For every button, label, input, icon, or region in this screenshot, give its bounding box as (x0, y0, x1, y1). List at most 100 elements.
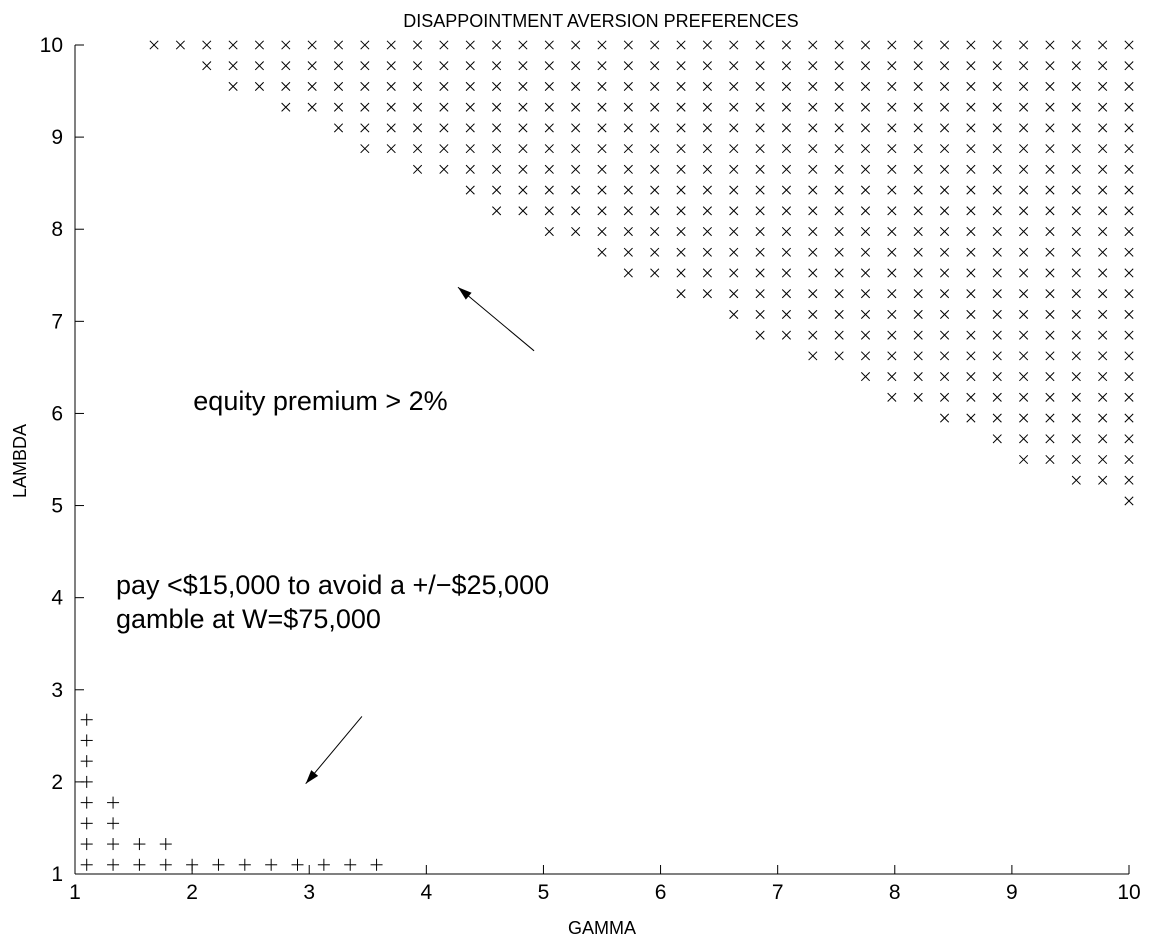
x-marker (412, 61, 423, 71)
x-marker (623, 81, 633, 92)
x-marker (966, 81, 976, 92)
x-marker (939, 289, 950, 299)
x-marker (939, 226, 950, 237)
plus-marker (80, 858, 93, 871)
x-marker (544, 123, 554, 133)
x-marker (360, 102, 370, 112)
x-marker (281, 81, 291, 92)
x-marker (676, 40, 686, 50)
x-marker (544, 81, 554, 92)
annotation-text-pay: gamble at W=$75,000 (116, 604, 381, 634)
x-marker (992, 185, 1002, 195)
x-marker (571, 144, 581, 154)
x-marker (1045, 185, 1055, 195)
x-marker (676, 206, 686, 216)
y-tick-label: 7 (51, 310, 63, 333)
y-tick-label: 3 (51, 679, 63, 702)
x-tick-label: 5 (538, 881, 550, 904)
x-marker (939, 413, 950, 423)
x-marker (781, 226, 792, 237)
x-marker (939, 164, 950, 174)
x-marker (1098, 289, 1108, 299)
x-marker (1045, 454, 1055, 465)
y-tick-label: 2 (51, 771, 63, 794)
x-marker (623, 164, 633, 174)
x-marker (571, 102, 581, 112)
x-marker (439, 81, 449, 92)
x-marker (755, 144, 765, 154)
x-marker (702, 268, 712, 278)
x-marker (887, 392, 897, 402)
x-marker (808, 102, 818, 112)
x-marker (1124, 434, 1134, 444)
x-marker (781, 102, 792, 112)
x-marker (702, 81, 712, 92)
x-marker (992, 268, 1002, 278)
x-marker (966, 164, 976, 174)
x-marker (1045, 289, 1055, 299)
x-marker (1019, 81, 1029, 92)
x-marker (1098, 247, 1108, 257)
x-marker (992, 247, 1002, 257)
x-marker (913, 185, 923, 195)
x-marker (254, 61, 265, 71)
x-marker (939, 40, 950, 50)
x-marker (412, 164, 423, 174)
x-marker (1098, 351, 1108, 361)
x-marker (1071, 351, 1081, 361)
x-marker (992, 413, 1002, 423)
x-axis: 1 2 3 4 5 6 7 8 9 10 GAMMA (69, 865, 1141, 938)
x-marker (254, 81, 265, 92)
x-marker (755, 330, 765, 340)
x-tick-label: 8 (889, 881, 901, 904)
x-marker (465, 40, 475, 50)
markers (80, 40, 1134, 871)
x-marker (676, 226, 686, 237)
x-marker (1019, 392, 1029, 402)
x-marker (992, 392, 1002, 402)
x-tick-label: 6 (655, 881, 667, 904)
x-marker (1124, 61, 1134, 71)
x-marker (781, 330, 792, 340)
x-marker (544, 40, 554, 50)
x-marker (755, 123, 765, 133)
x-marker (992, 330, 1002, 340)
x-marker (175, 40, 185, 50)
x-marker (887, 289, 897, 299)
x-marker (623, 144, 633, 154)
x-marker (1019, 226, 1029, 237)
x-marker (412, 81, 423, 92)
x-marker (1071, 434, 1081, 444)
x-marker (1019, 372, 1029, 382)
x-marker (676, 81, 686, 92)
x-marker (1071, 247, 1081, 257)
x-marker (860, 351, 871, 361)
x-marker (755, 102, 765, 112)
x-marker (966, 123, 976, 133)
x-marker (808, 206, 818, 216)
x-marker (781, 185, 792, 195)
x-marker (992, 226, 1002, 237)
plus-marker (80, 734, 93, 747)
x-marker (202, 40, 212, 50)
x-marker (1124, 40, 1134, 50)
x-marker (913, 61, 923, 71)
x-marker (1124, 392, 1134, 402)
x-marker (1098, 413, 1108, 423)
plus-marker (212, 858, 225, 871)
x-marker (571, 81, 581, 92)
x-marker (834, 144, 844, 154)
x-marker (492, 144, 502, 154)
x-marker (465, 123, 475, 133)
x-marker (228, 81, 238, 92)
x-marker (544, 206, 554, 216)
x-marker (1019, 61, 1029, 71)
x-marker (1045, 330, 1055, 340)
x-marker (939, 206, 950, 216)
x-marker (860, 309, 871, 319)
x-marker (887, 206, 897, 216)
x-marker (992, 123, 1002, 133)
x-marker (702, 144, 712, 154)
x-marker (228, 61, 238, 71)
